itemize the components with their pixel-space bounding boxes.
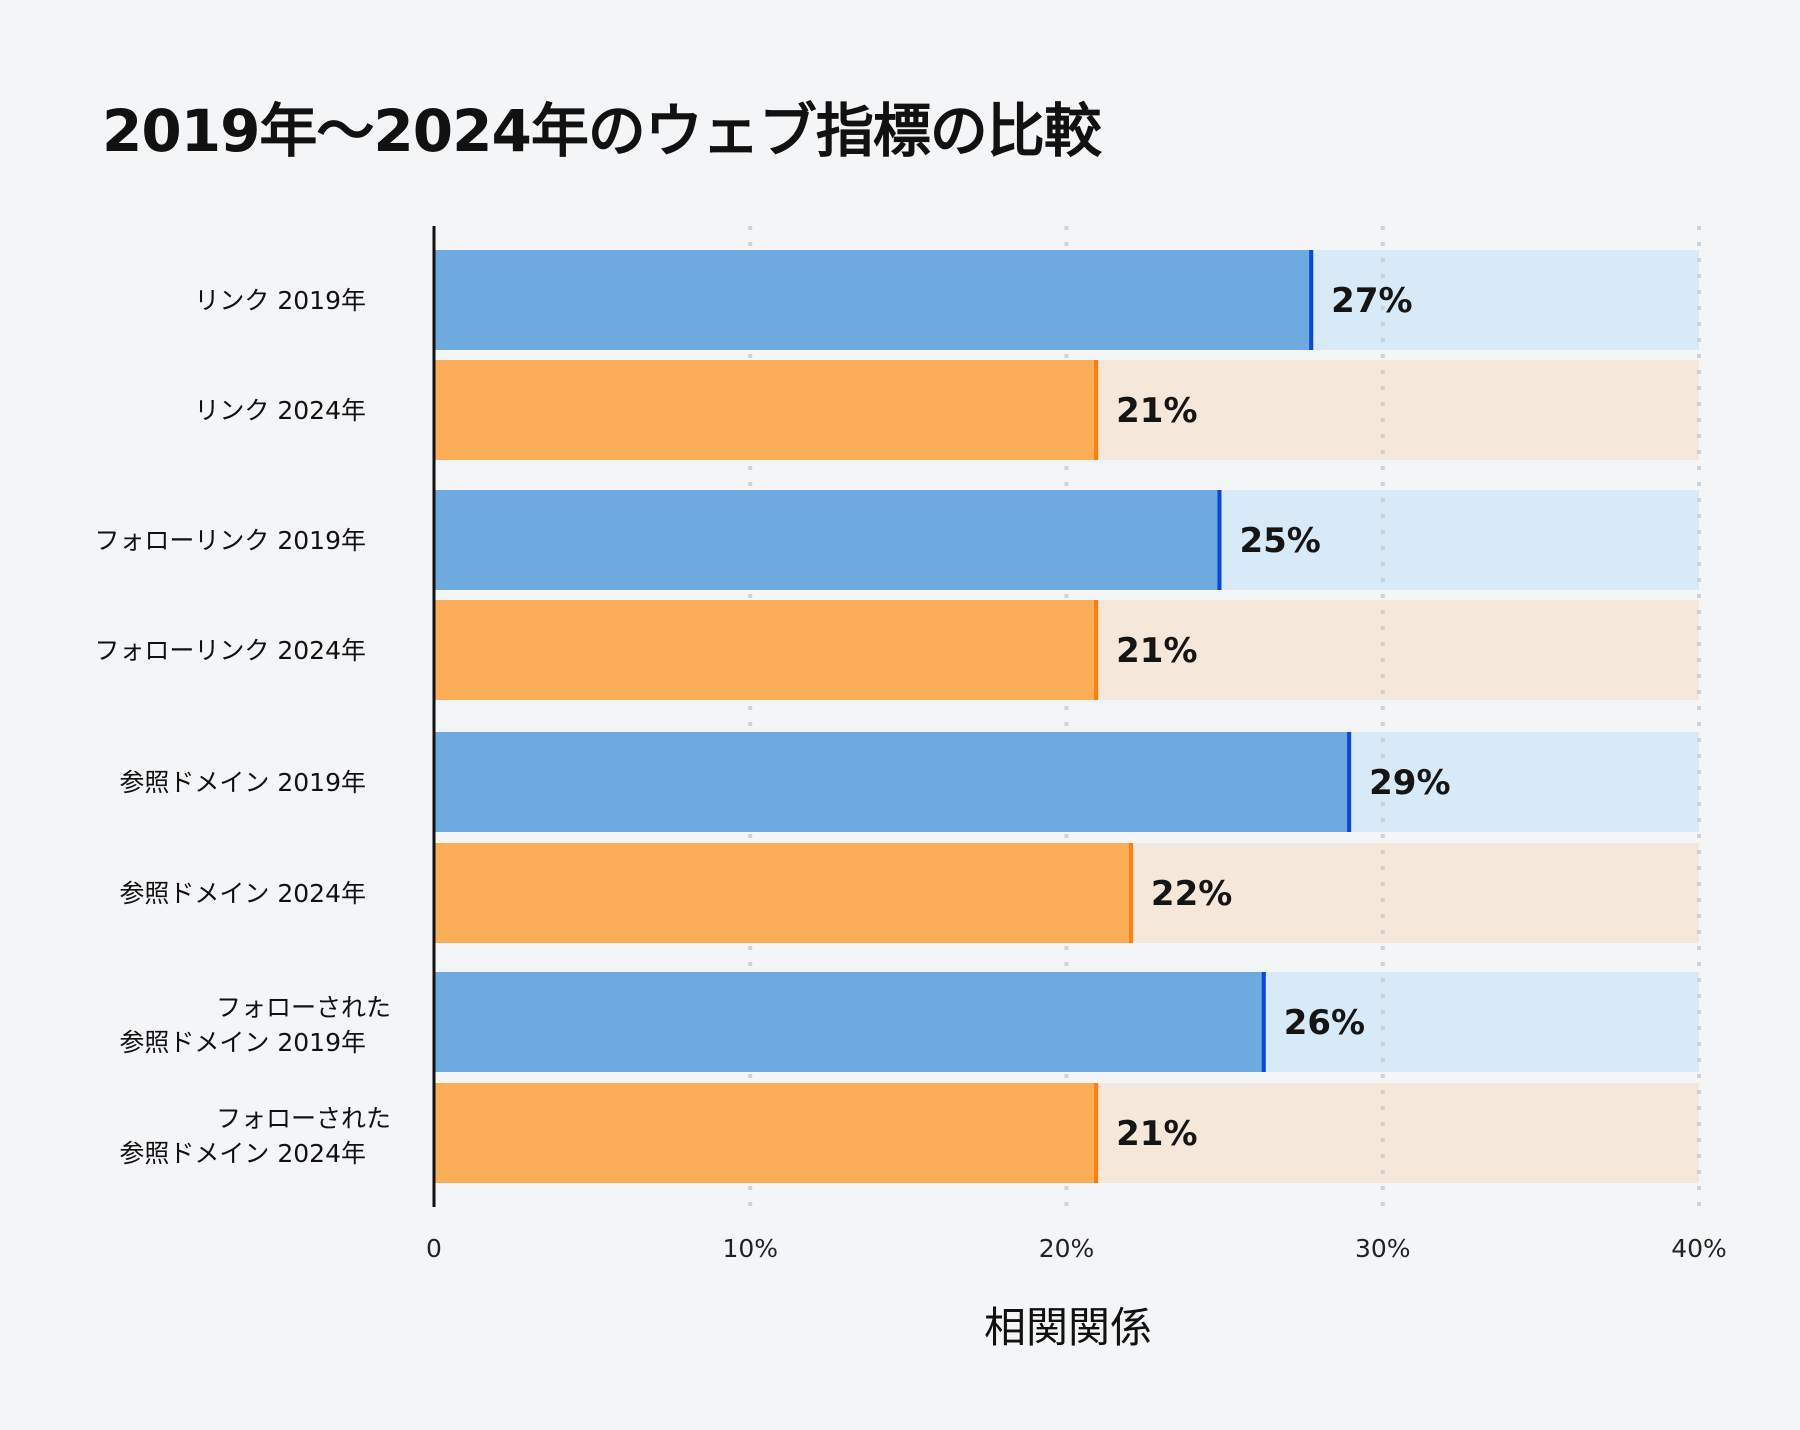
x-tick-label: 20% [1039,1234,1095,1263]
x-tick-label: 10% [722,1234,778,1263]
bar [434,1083,1099,1183]
data-label: 22% [1151,874,1232,914]
x-tick-label: 30% [1355,1234,1411,1263]
bar-edge [1309,250,1314,350]
bar [434,250,1314,350]
bar-edge [1261,972,1266,1072]
category-label-line1: フォローされた [216,1104,391,1133]
data-label: 25% [1239,521,1320,561]
category-label: 参照ドメイン 2024年 [119,879,366,908]
bar [434,972,1266,1072]
category-label: フォローリンク 2019年 [94,526,366,555]
bar [434,600,1099,700]
x-tick-label: 40% [1671,1234,1727,1263]
data-label: 21% [1116,631,1197,671]
bar-edge [1128,843,1133,943]
bar [434,490,1222,590]
x-tick-label: 0 [426,1234,442,1263]
category-label: 参照ドメイン 2019年 [119,768,366,797]
data-label: 29% [1369,763,1450,803]
data-label: 21% [1116,391,1197,431]
category-label-line2: 参照ドメイン 2019年 [119,1028,366,1057]
bar-edge [1217,490,1222,590]
x-axis-label: 相関関係 [984,1303,1152,1352]
category-label-line1: フォローされた [216,993,391,1022]
data-label: 26% [1284,1003,1365,1043]
bar-edge [1094,1083,1099,1183]
bar-edge [1094,360,1099,460]
bar-edge [1347,732,1352,832]
bar [434,360,1099,460]
data-label: 27% [1331,281,1412,321]
category-label: フォローリンク 2024年 [94,636,366,665]
bar [434,843,1133,943]
category-label: リンク 2019年 [194,286,366,315]
bar [434,732,1352,832]
category-label-line2: 参照ドメイン 2024年 [119,1139,366,1168]
data-label: 21% [1116,1114,1197,1154]
bar-edge [1094,600,1099,700]
chart-title: 2019年～2024年のウェブ指標の比較 [102,97,1102,165]
category-label: リンク 2024年 [194,396,366,425]
